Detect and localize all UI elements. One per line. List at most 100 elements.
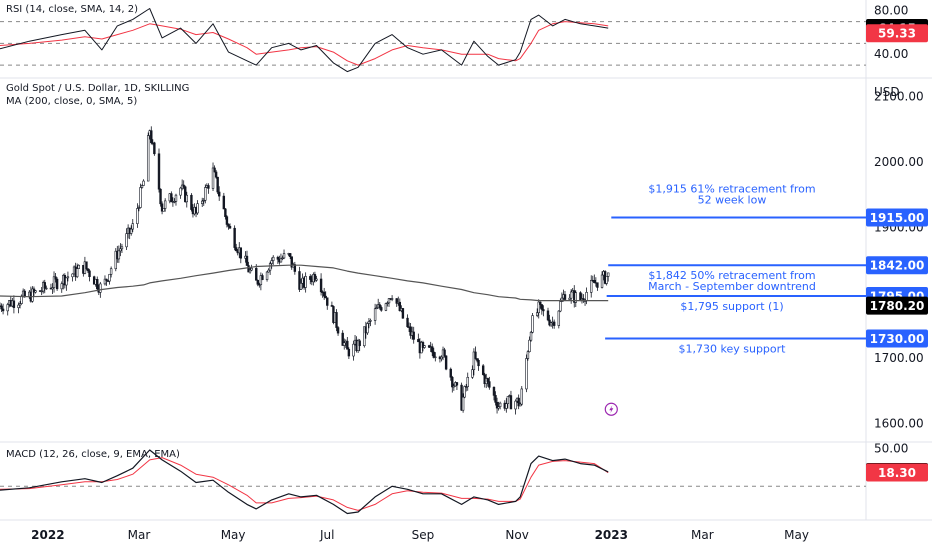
candle-body xyxy=(162,208,165,212)
candle-body xyxy=(347,348,351,357)
candle-body xyxy=(492,386,496,396)
candle-body xyxy=(509,395,513,410)
candle-body xyxy=(86,268,90,272)
level-annotation-1842-1: March - September downtrend xyxy=(648,280,816,293)
candle-body xyxy=(406,317,409,328)
candle-body xyxy=(54,276,57,280)
price-tick-1700: 1700.00 xyxy=(874,351,924,365)
candle-body xyxy=(131,223,134,230)
candle-body xyxy=(546,310,550,321)
candle-body xyxy=(596,282,599,288)
time-label-mar: Mar xyxy=(691,528,714,542)
candle-body xyxy=(387,298,391,304)
candle-body xyxy=(315,278,318,281)
candle-body xyxy=(184,186,187,203)
candle-body xyxy=(535,312,539,316)
candle-body xyxy=(304,276,307,288)
candle-body xyxy=(174,194,178,202)
candle-body xyxy=(481,365,485,375)
candle-body xyxy=(539,301,542,305)
price-tag-1730.00-bg xyxy=(866,329,928,348)
price-tag-1915.00-text: 1915.00 xyxy=(870,211,925,225)
candle-body xyxy=(211,167,215,189)
price-candles xyxy=(0,126,610,415)
candle-body xyxy=(324,295,327,299)
candle-body xyxy=(369,320,372,322)
candle-body xyxy=(451,376,454,388)
candle-body xyxy=(495,402,499,409)
event-icon-bolt xyxy=(609,405,614,414)
candle-body xyxy=(227,224,230,227)
candle-body xyxy=(255,267,258,281)
level-annotation-1842-0: $1,842 50% retracement from xyxy=(648,269,815,282)
candle-body xyxy=(443,349,446,357)
candle-body xyxy=(352,343,355,357)
candle-body xyxy=(190,194,193,210)
candle-body xyxy=(593,280,596,284)
price-tick-1600: 1600.00 xyxy=(874,417,924,431)
candle-body xyxy=(108,273,111,282)
price-tag-1780.20-text: 1780.20 xyxy=(870,299,925,313)
candle-body xyxy=(395,298,398,304)
candle-body xyxy=(568,297,571,300)
candle-body xyxy=(569,291,573,299)
candle-body xyxy=(605,276,608,284)
time-label-sep: Sep xyxy=(412,528,435,542)
candle-body xyxy=(117,250,121,260)
candle-body xyxy=(60,283,63,290)
candle-body xyxy=(139,187,142,208)
candle-body xyxy=(170,193,173,203)
candle-body xyxy=(526,351,530,359)
time-label-2023: 2023 xyxy=(595,528,628,542)
candle-body xyxy=(322,291,326,297)
candle-body xyxy=(120,246,124,250)
candle-body xyxy=(390,298,394,300)
candle-body xyxy=(440,356,443,360)
time-label-jul: Jul xyxy=(319,528,334,542)
candle-body xyxy=(409,326,412,336)
rsi-tick-80: 80.00 xyxy=(874,4,908,18)
candle-body xyxy=(607,272,610,277)
candle-body xyxy=(214,171,218,178)
candle-body xyxy=(335,312,338,328)
candle-body xyxy=(563,294,567,300)
candle-body xyxy=(281,257,284,260)
candle-body xyxy=(265,271,269,280)
price-tag-1915.00-bg xyxy=(866,208,928,227)
price-tag-1730.00-text: 1730.00 xyxy=(870,332,925,346)
candle-body xyxy=(245,255,249,266)
candle-body xyxy=(85,261,88,270)
level-annotation-1795-0: $1,795 support (1) xyxy=(680,300,783,313)
candle-body xyxy=(204,187,207,201)
candle-body xyxy=(600,274,604,288)
candle-body xyxy=(346,340,349,350)
candle-body xyxy=(125,233,128,248)
candle-body xyxy=(386,302,389,304)
price-tag-1915.00: 1915.00 xyxy=(866,208,928,227)
rsi-line xyxy=(0,8,609,73)
candle-body xyxy=(179,187,182,196)
candle-body xyxy=(157,153,161,190)
candle-body xyxy=(6,304,9,312)
candle-body xyxy=(43,282,46,289)
candle-body xyxy=(517,397,520,407)
candle-body xyxy=(590,279,593,293)
candle-body xyxy=(463,386,466,398)
level-annotation-1915-1: 52 week low xyxy=(698,193,767,206)
candle-body xyxy=(216,176,219,193)
time-label-2022: 2022 xyxy=(31,528,64,542)
candle-body xyxy=(99,283,102,293)
candle-body xyxy=(213,167,216,173)
candle-body xyxy=(452,385,456,388)
candle-body xyxy=(45,287,48,290)
candle-body xyxy=(272,256,275,261)
macd-tick-50: 50.00 xyxy=(874,442,908,456)
candle-body xyxy=(225,216,229,225)
candle-body xyxy=(290,256,293,268)
candle-body xyxy=(71,273,74,278)
candle-body xyxy=(434,356,437,359)
candle-body xyxy=(136,208,139,224)
candle-body xyxy=(20,295,23,304)
candle-body xyxy=(88,270,91,277)
